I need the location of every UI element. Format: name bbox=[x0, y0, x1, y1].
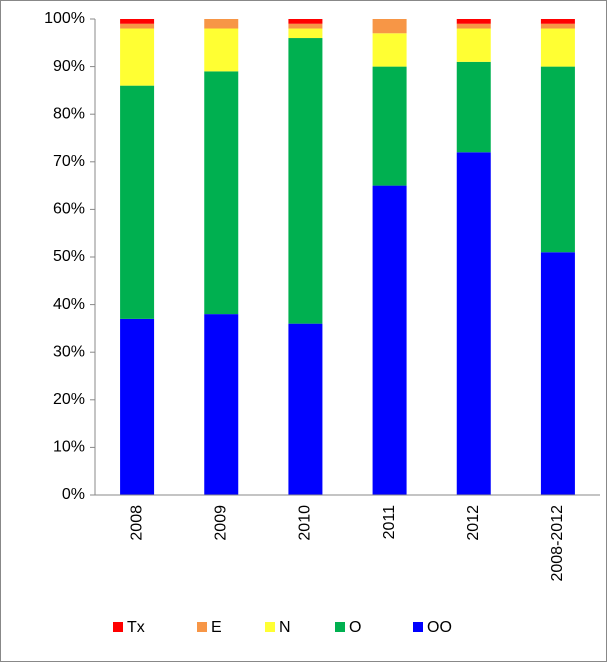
bar-segment bbox=[204, 28, 239, 72]
y-tick-label: 100% bbox=[44, 10, 85, 27]
bar-segment bbox=[288, 28, 323, 39]
bar-segment bbox=[372, 33, 407, 67]
legend-swatch bbox=[335, 622, 345, 632]
legend-label: E bbox=[211, 619, 222, 636]
y-tick-label: 20% bbox=[53, 391, 85, 408]
bar-segment bbox=[204, 71, 239, 315]
bar-segment bbox=[372, 19, 407, 34]
y-tick-label: 0% bbox=[62, 486, 85, 503]
bar-segment bbox=[120, 318, 155, 495]
bar-segment bbox=[288, 19, 323, 24]
bar-segment bbox=[288, 323, 323, 495]
bar-segment bbox=[540, 252, 575, 495]
y-tick-label: 10% bbox=[53, 439, 85, 456]
bar-segment bbox=[456, 19, 491, 24]
bar-segment bbox=[120, 28, 155, 86]
bar-segment bbox=[540, 23, 575, 29]
bar-segment bbox=[540, 28, 575, 67]
bar-segment bbox=[120, 85, 155, 319]
legend-label: N bbox=[279, 619, 291, 636]
bar-segment bbox=[120, 19, 155, 24]
y-tick-label: 90% bbox=[53, 58, 85, 75]
bar-segment bbox=[204, 19, 239, 29]
bar-segment bbox=[372, 185, 407, 495]
legend-swatch bbox=[413, 622, 423, 632]
legend-swatch bbox=[197, 622, 207, 632]
x-tick-label: 2010 bbox=[297, 505, 314, 541]
bar-segment bbox=[540, 19, 575, 24]
legend-label: O bbox=[349, 619, 361, 636]
legend-swatch bbox=[265, 622, 275, 632]
y-tick-label: 60% bbox=[53, 201, 85, 218]
y-tick-label: 50% bbox=[53, 248, 85, 265]
legend-swatch bbox=[113, 622, 123, 632]
bar-segment bbox=[456, 152, 491, 495]
bar-segment bbox=[456, 23, 491, 29]
bar-segment bbox=[540, 66, 575, 253]
x-tick-label: 2011 bbox=[381, 505, 398, 540]
y-tick-label: 70% bbox=[53, 153, 85, 170]
x-tick-label: 2012 bbox=[465, 505, 482, 541]
legend-label: OO bbox=[427, 619, 452, 636]
y-tick-label: 80% bbox=[53, 105, 85, 122]
bar-segment bbox=[456, 28, 491, 62]
bar-segment bbox=[120, 23, 155, 29]
bar-segment bbox=[372, 66, 407, 186]
x-tick-label: 2009 bbox=[212, 505, 229, 541]
bar-segment bbox=[204, 314, 239, 495]
bar-segment bbox=[288, 23, 323, 29]
bar-segment bbox=[288, 38, 323, 324]
y-tick-label: 40% bbox=[53, 296, 85, 313]
bar-segment bbox=[456, 61, 491, 153]
legend-label: Tx bbox=[127, 619, 145, 636]
y-tick-label: 30% bbox=[53, 343, 85, 360]
x-tick-label: 2008-2012 bbox=[549, 505, 566, 582]
x-tick-label: 2008 bbox=[128, 505, 145, 541]
